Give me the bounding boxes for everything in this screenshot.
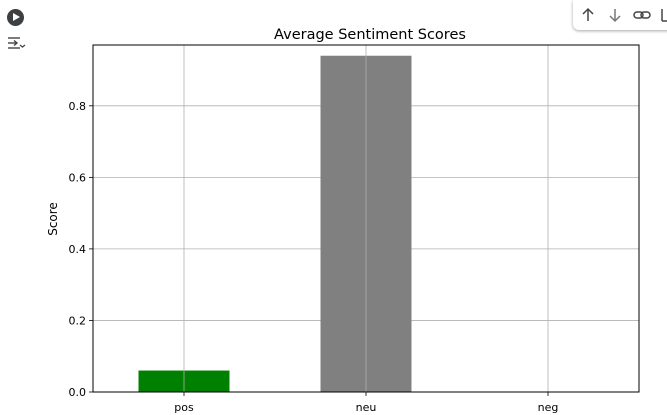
- more-icon: [661, 9, 667, 22]
- run-cell-button[interactable]: [7, 9, 24, 26]
- x-tick-label: pos: [174, 401, 194, 414]
- y-tick-label: 0.4: [69, 243, 87, 256]
- arrow-up-icon: [582, 7, 594, 21]
- copy-link-button[interactable]: [632, 5, 652, 25]
- x-tick-label: neg: [538, 401, 559, 414]
- tick-layer: 0.0 0.2 0.4 0.6 0.8 pos neu neg: [69, 100, 559, 414]
- arrow-down-icon: [609, 9, 621, 23]
- output-toggle-icon: [8, 37, 26, 49]
- link-icon: [633, 11, 651, 19]
- cell-toolbar: [573, 0, 667, 30]
- x-tick-label: neu: [356, 401, 377, 414]
- bar-layer: [138, 45, 549, 392]
- move-cell-up-button[interactable]: [578, 5, 598, 25]
- y-axis-label: Score: [46, 202, 60, 236]
- y-tick-label: 0.8: [69, 100, 87, 113]
- move-cell-down-button[interactable]: [605, 5, 625, 25]
- y-tick-label: 0.2: [69, 314, 87, 327]
- more-actions-button[interactable]: [657, 5, 667, 25]
- y-tick-label: 0.0: [69, 386, 87, 399]
- output-toggle-button[interactable]: [6, 36, 26, 54]
- y-tick-label: 0.6: [69, 171, 87, 184]
- chart-title: Average Sentiment Scores: [274, 27, 466, 43]
